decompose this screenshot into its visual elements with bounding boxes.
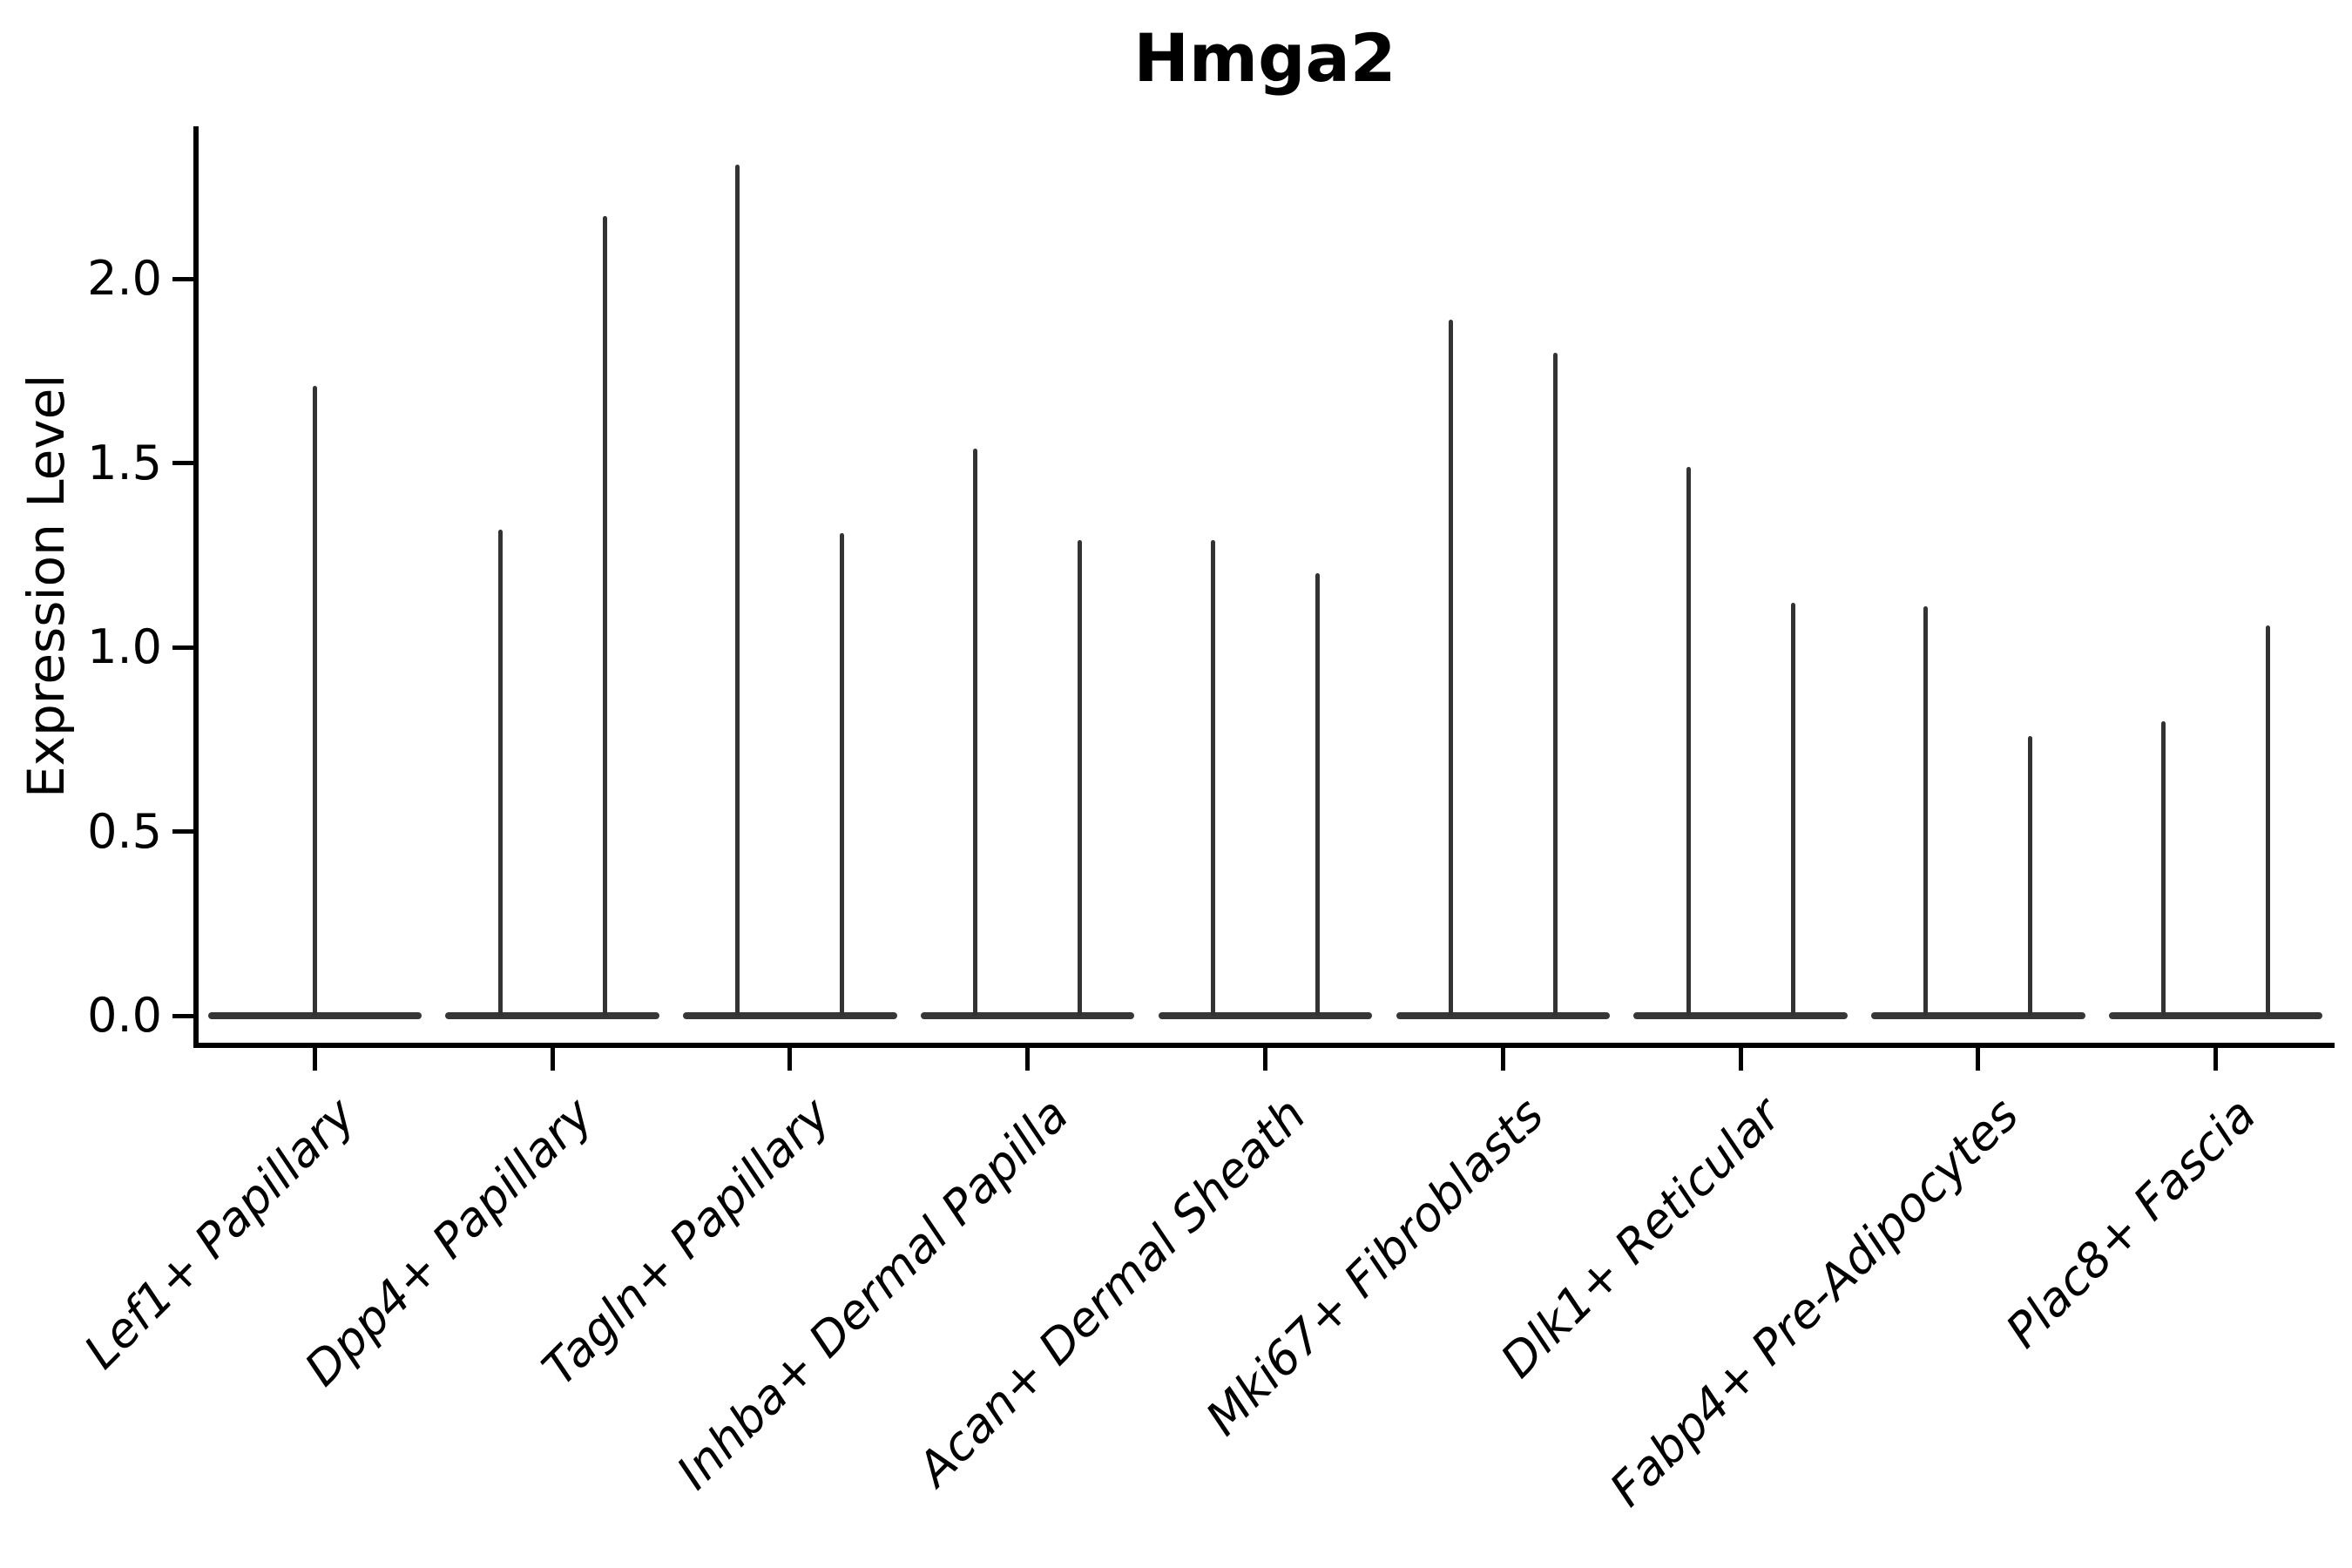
violin-spike [1790,603,1795,1016]
y-tick-label: 0.5 [87,803,162,859]
y-axis-spine [193,126,199,1048]
chart-title: Hmga2 [1133,19,1396,97]
violin-spike [1923,606,1929,1016]
violin-spike [735,164,740,1016]
violin-spike [497,529,503,1016]
violin-spike [1686,466,1691,1016]
violin-spike [1552,352,1558,1016]
x-tick [1738,1048,1743,1071]
y-tick [172,829,193,834]
y-tick [172,276,193,281]
x-tick [312,1048,317,1071]
violin-body [1871,1012,2085,1019]
y-tick-label: 0.0 [87,988,162,1043]
x-tick [550,1048,555,1071]
x-tick [1263,1048,1267,1071]
y-tick [172,1013,193,1018]
violin-body [683,1012,897,1019]
violin-spike [2161,720,2166,1016]
x-tick [1500,1048,1505,1071]
violin-spike [973,448,978,1016]
y-tick [172,461,193,465]
violin-body [1158,1012,1373,1019]
violin-spike [312,385,317,1016]
y-tick-label: 2.0 [87,251,162,306]
violin-body [445,1012,659,1019]
violin-spike [1078,540,1083,1016]
violin-spike [840,532,845,1016]
violin-body [1633,1012,1848,1019]
x-tick [2213,1048,2219,1071]
violin-spike [2028,735,2033,1016]
x-tick [1976,1048,1981,1071]
violin-spike [602,216,607,1016]
x-tick [1025,1048,1031,1071]
violin-spike [1315,573,1320,1016]
x-tick [787,1048,793,1071]
violin-body [207,1012,422,1019]
violin-body [920,1012,1135,1019]
y-tick [172,645,193,650]
y-tick-label: 1.5 [87,435,162,490]
violin-spike [1448,319,1453,1016]
violin-spike [1210,540,1215,1016]
violin-spike [2266,625,2271,1016]
y-tick-label: 1.0 [87,619,162,674]
violin-body [1396,1012,1611,1019]
x-axis-spine [193,1043,2335,1048]
violin-body [2108,1012,2323,1019]
